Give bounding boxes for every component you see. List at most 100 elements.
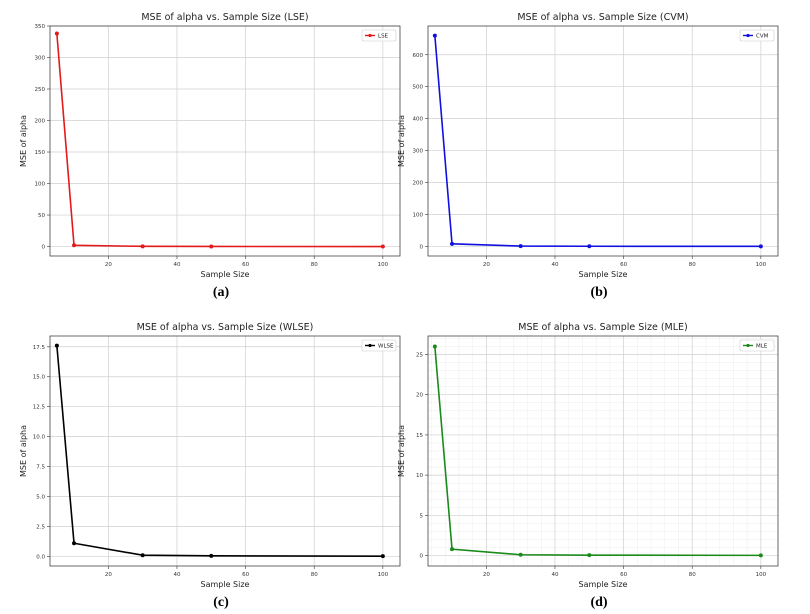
- y-tick-label: 150: [35, 150, 46, 156]
- data-point: [140, 553, 145, 558]
- plot-area: [50, 336, 400, 566]
- data-point: [432, 33, 437, 38]
- x-tick-label: 60: [242, 572, 249, 578]
- data-point: [54, 343, 59, 348]
- y-tick-label: 0.0: [36, 554, 45, 560]
- y-tick-label: 600: [413, 53, 424, 59]
- legend-box: [739, 29, 775, 42]
- legend-marker: [368, 33, 372, 38]
- plot-area: [428, 26, 778, 256]
- x-tick-label: 60: [620, 262, 627, 268]
- y-tick-label: 300: [413, 149, 424, 155]
- data-point: [380, 244, 385, 249]
- y-axis-label: MSE of alpha: [397, 425, 406, 477]
- x-tick-label: 100: [756, 262, 767, 268]
- data-point: [758, 244, 763, 249]
- legend-box: [739, 339, 775, 352]
- legend-marker: [746, 33, 750, 38]
- data-point: [72, 541, 77, 546]
- x-tick-label: 20: [483, 262, 490, 268]
- data-point: [518, 244, 523, 249]
- legend-marker: [746, 343, 750, 348]
- panel-caption: (d): [590, 595, 607, 610]
- y-tick-label: 200: [35, 119, 46, 125]
- x-tick-label: 40: [173, 572, 180, 578]
- y-axis-label: MSE of alpha: [19, 425, 28, 477]
- x-tick-label: 40: [551, 262, 558, 268]
- chart-title: MSE of alpha vs. Sample Size (MLE): [518, 322, 687, 333]
- y-tick-label: 100: [35, 182, 46, 188]
- chart-panel-1: 20 40 60 80 100 0 50 100 150 200 250 300 350 LSE MSE o…: [19, 12, 401, 300]
- y-tick-label: 0: [420, 554, 424, 560]
- x-tick-label: 40: [551, 572, 558, 578]
- x-axis-label: Sample Size: [579, 270, 628, 279]
- chart-panel-2: 20 40 60 80 100 0 100 200 300 400 500 600 CVM MSE of …: [397, 12, 779, 300]
- y-tick-label: 20: [416, 393, 423, 399]
- x-tick-label: 80: [689, 572, 696, 578]
- y-tick-label: 5.0: [36, 495, 45, 501]
- panel-caption: (b): [590, 285, 607, 300]
- data-point: [432, 344, 437, 349]
- plot-frame: [49, 335, 401, 567]
- y-tick-label: 15.0: [33, 375, 46, 381]
- y-tick-label: 500: [413, 85, 424, 91]
- plot-frame: [427, 335, 779, 567]
- legend-label: LSE: [378, 34, 389, 40]
- y-tick-label: 0: [420, 244, 424, 250]
- panel-caption: (c): [213, 595, 229, 610]
- legend-label: MLE: [756, 344, 768, 350]
- y-tick-label: 300: [35, 56, 46, 62]
- y-tick-label: 25: [416, 352, 423, 358]
- chart-title: MSE of alpha vs. Sample Size (LSE): [141, 12, 308, 23]
- plot-frame: [427, 25, 779, 257]
- data-point: [54, 31, 59, 36]
- data-point: [587, 553, 592, 558]
- chart-panel-4: 20 40 60 80 100 0 5 10 15 20 25 MLE MSE of alpha vs.…: [397, 322, 779, 610]
- plot-frame: [49, 25, 401, 257]
- y-tick-label: 350: [35, 24, 46, 30]
- x-tick-label: 100: [756, 572, 767, 578]
- y-tick-label: 7.5: [36, 465, 45, 471]
- x-axis-label: Sample Size: [201, 270, 250, 279]
- data-point: [758, 553, 763, 558]
- y-tick-label: 100: [413, 212, 424, 218]
- x-axis-label: Sample Size: [579, 580, 628, 589]
- x-axis-label: Sample Size: [201, 580, 250, 589]
- x-tick-label: 80: [311, 262, 318, 268]
- y-tick-label: 400: [413, 117, 424, 123]
- y-axis-label: MSE of alpha: [19, 115, 28, 167]
- panel-caption: (a): [213, 285, 230, 300]
- y-axis-label: MSE of alpha: [397, 115, 406, 167]
- y-tick-label: 15: [416, 433, 423, 439]
- x-tick-label: 20: [483, 572, 490, 578]
- chart-panel-3: 20 40 60 80 100 0.0 2.5 5.0 7.5 10.0 12.5 15.0 17.5 W…: [19, 322, 401, 610]
- y-tick-label: 10: [416, 473, 423, 479]
- y-tick-label: 17.5: [33, 345, 46, 351]
- data-point: [450, 547, 455, 552]
- x-tick-label: 80: [311, 572, 318, 578]
- legend-box: [361, 29, 397, 42]
- data-point: [450, 241, 455, 246]
- data-point: [380, 554, 385, 559]
- y-tick-label: 5: [420, 513, 424, 519]
- x-tick-label: 80: [689, 262, 696, 268]
- x-tick-label: 100: [378, 262, 389, 268]
- legend-label: WLSE: [378, 344, 394, 350]
- data-point: [72, 243, 77, 248]
- y-tick-label: 50: [38, 213, 45, 219]
- y-tick-label: 2.5: [36, 524, 45, 530]
- x-tick-label: 60: [620, 572, 627, 578]
- data-point: [209, 553, 214, 558]
- x-tick-label: 40: [173, 262, 180, 268]
- legend-label: CVM: [756, 34, 769, 40]
- y-tick-label: 10.0: [33, 435, 46, 441]
- chart-title: MSE of alpha vs. Sample Size (CVM): [517, 12, 688, 23]
- chart-title: MSE of alpha vs. Sample Size (WLSE): [137, 322, 314, 333]
- data-point: [518, 552, 523, 557]
- data-point: [140, 244, 145, 249]
- legend-box: [361, 339, 397, 352]
- y-tick-label: 0: [42, 245, 46, 251]
- data-point: [209, 244, 214, 249]
- y-tick-label: 12.5: [33, 405, 46, 411]
